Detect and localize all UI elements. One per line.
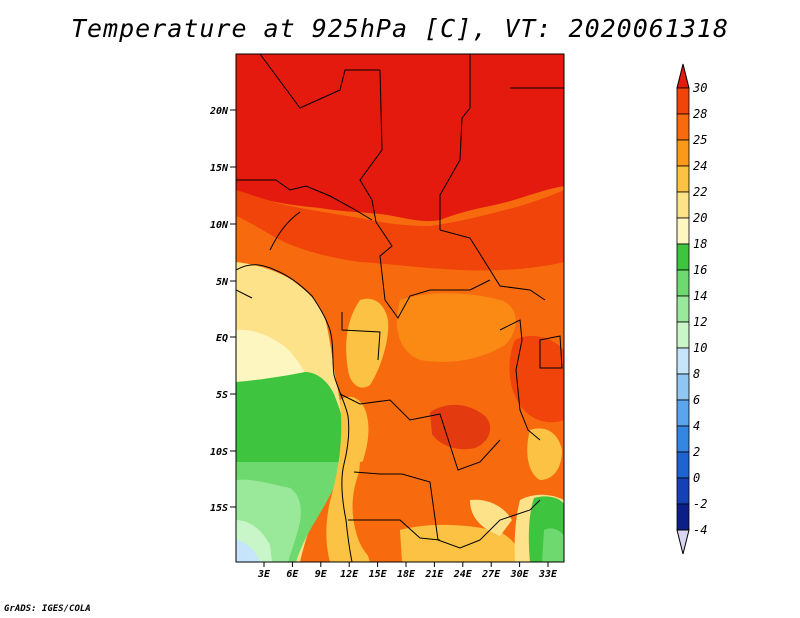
- colorbar-label: 6: [693, 393, 700, 407]
- lat-tick-label: 15S: [210, 503, 228, 514]
- colorbar-label: 2: [693, 445, 700, 459]
- colorbar-label: 18: [693, 237, 707, 251]
- colorbar-swatch: [676, 321, 690, 349]
- latitude-axis: 20N 15N 10N 5N EQ 5S 10S 15S: [209, 106, 236, 514]
- colorbar-swatch: [676, 425, 690, 453]
- colorbar-swatch: [676, 477, 690, 505]
- country-borders: [236, 54, 564, 562]
- colorbar-label: 4: [693, 419, 700, 433]
- lon-tick-label: 3E: [257, 569, 271, 580]
- colorbar-label: 22: [693, 185, 707, 199]
- colorbar-label: 25: [693, 133, 707, 147]
- colorbar-swatch: [676, 113, 690, 141]
- colorbar-label: 16: [693, 263, 707, 277]
- lon-tick-label: 24E: [453, 569, 473, 580]
- colorbar-swatch: [676, 451, 690, 479]
- map-frame: [235, 53, 565, 563]
- colorbar-label: -4: [693, 523, 707, 537]
- colorbar-bottom-arrow: [676, 529, 690, 555]
- colorbar-swatch: [676, 373, 690, 401]
- colorbar-label: -2: [693, 497, 707, 511]
- colorbar-label: 10: [693, 341, 707, 355]
- colorbar-label: 14: [693, 289, 707, 303]
- lon-tick-label: 12E: [340, 569, 359, 580]
- lon-tick-label: 18E: [397, 569, 416, 580]
- colorbar-swatch: [676, 139, 690, 167]
- colorbar-label: 0: [693, 471, 700, 485]
- colorbar-swatch: [676, 269, 690, 297]
- lon-tick-label: 33E: [538, 569, 558, 580]
- colorbar-label: 12: [693, 315, 707, 329]
- colorbar-swatch: [676, 347, 690, 375]
- lat-tick-label: EQ: [216, 333, 228, 344]
- colorbar-top-arrow: [676, 63, 690, 89]
- map-title: Temperature at 925hPa [C], VT: 202006131…: [70, 14, 730, 43]
- software-credit: GrADS: IGES/COLA: [4, 604, 91, 614]
- colorbar-swatch: [676, 295, 690, 323]
- colorbar-swatch: [676, 399, 690, 427]
- lon-tick-label: 6E: [286, 569, 299, 580]
- colorbar-swatch: [676, 243, 690, 271]
- lon-tick-label: 21E: [424, 569, 444, 580]
- lat-tick-label: 20N: [209, 106, 229, 117]
- colorbar-label: 30: [692, 81, 707, 95]
- lat-tick-label: 15N: [210, 163, 229, 174]
- lat-tick-label: 10N: [210, 220, 229, 231]
- lat-tick-label: 5S: [216, 390, 228, 401]
- lon-tick-label: 27E: [481, 569, 501, 580]
- colorbar-label: 8: [693, 367, 700, 381]
- lon-tick-label: 30E: [510, 569, 530, 580]
- temperature-field: [236, 54, 564, 562]
- colorbar-swatch: [676, 87, 690, 115]
- colorbar-label: 28: [693, 107, 707, 121]
- lat-tick-label: 10S: [210, 447, 228, 458]
- colorbar-label: 24: [693, 159, 707, 173]
- colorbar-swatch: [676, 217, 690, 245]
- colorbar-swatch: [676, 165, 690, 193]
- lon-tick-label: 15E: [369, 569, 388, 580]
- colorbar-swatch: [676, 503, 690, 531]
- lat-tick-label: 5N: [216, 277, 229, 288]
- longitude-axis: 3E 6E 9E 12E 15E 18E 21E 24E 27E 30E 33E: [257, 562, 558, 580]
- colorbar-label: 20: [693, 211, 707, 225]
- lon-tick-label: 9E: [315, 569, 328, 580]
- colorbar-swatch: [676, 191, 690, 219]
